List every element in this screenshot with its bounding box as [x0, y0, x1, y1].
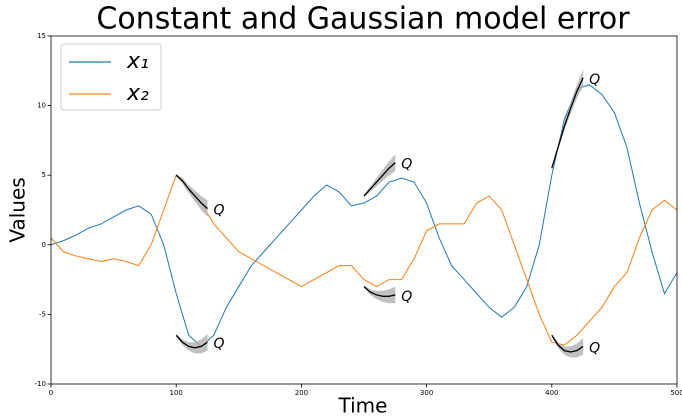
annotation-line — [363, 286, 396, 297]
y-tick-label: -5 — [39, 310, 46, 318]
annotation-label: Q — [214, 336, 225, 352]
x-tick-label: 0 — [49, 389, 53, 397]
annotation-line — [551, 77, 584, 169]
x-tick-label: 100 — [170, 389, 183, 397]
error-band — [176, 173, 208, 217]
chart-title: Constant and Gaussian model error — [96, 2, 630, 37]
x-tick-label: 300 — [420, 389, 433, 397]
series-line — [51, 84, 677, 348]
legend-label: x₁ — [126, 49, 149, 74]
y-tick-label: 0 — [42, 241, 46, 249]
error-band — [176, 333, 208, 354]
annotation-line — [363, 162, 396, 197]
x-tick-label: 400 — [545, 389, 558, 397]
annotation-label: Q — [401, 157, 412, 173]
annotation-line — [175, 334, 208, 349]
annotation-label: Q — [214, 203, 225, 219]
x-axis-label: Time — [338, 394, 388, 417]
y-tick-label: 10 — [37, 102, 46, 110]
annotation-line — [551, 334, 584, 353]
x-tick-label: 500 — [670, 389, 682, 397]
x-tick-label: 200 — [295, 389, 308, 397]
error-band — [551, 333, 584, 358]
annotation-label: Q — [589, 340, 600, 356]
plot-area — [51, 69, 677, 358]
plot-frame — [50, 35, 678, 385]
annotation-line — [175, 174, 208, 210]
error-band — [364, 285, 396, 304]
annotation-label: Q — [589, 72, 600, 88]
series-line — [51, 174, 677, 346]
annotation-label: Q — [401, 289, 412, 305]
legend-label: x₂ — [126, 81, 149, 106]
y-tick-label: -10 — [35, 380, 46, 388]
y-tick-label: 5 — [42, 171, 46, 179]
y-axis-label: Values — [6, 177, 30, 242]
y-tick-label: 15 — [37, 32, 46, 40]
